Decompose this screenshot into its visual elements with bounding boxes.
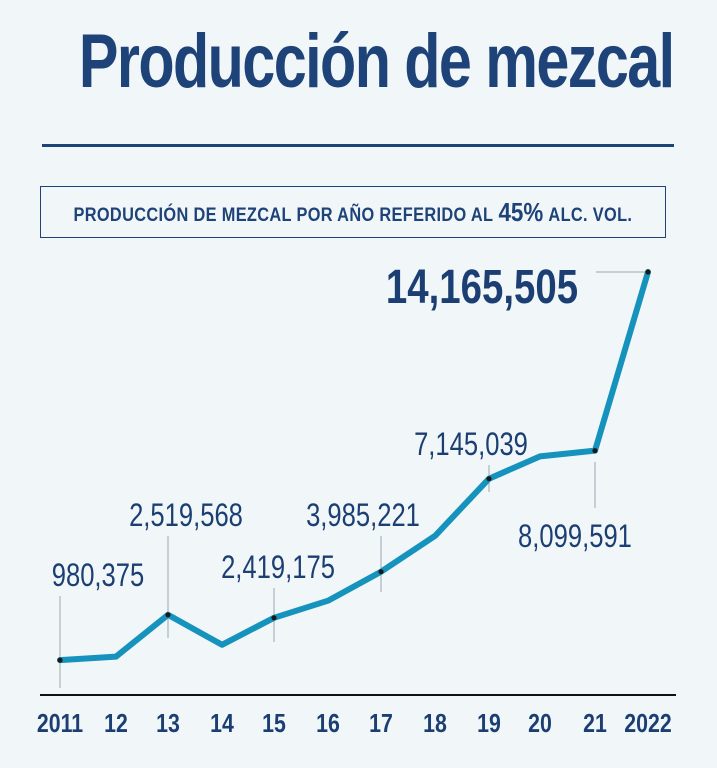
x-tick-label: 18 <box>423 709 447 739</box>
x-tick-label: 14 <box>210 709 234 739</box>
page-title: Producción de mezcal <box>78 19 675 104</box>
data-label-max: 14,165,505 <box>386 261 578 314</box>
x-tick-label: 20 <box>528 709 552 739</box>
x-tick-label: 21 <box>583 709 607 739</box>
subtitle-highlight: 45% <box>498 196 544 227</box>
x-tick-label: 12 <box>104 709 128 739</box>
subtitle-box: PRODUCCIÓN DE MEZCAL POR AÑO REFERIDO AL… <box>40 186 666 238</box>
data-label: 2,519,568 <box>129 498 243 533</box>
x-tick-label: 13 <box>156 709 180 739</box>
data-point-marker <box>592 448 598 454</box>
data-label: 7,145,039 <box>414 427 528 462</box>
data-label: 980,375 <box>52 558 145 593</box>
data-point-marker <box>57 657 63 663</box>
series-line <box>57 269 651 664</box>
x-tick-label: 2022 <box>624 709 671 739</box>
subtitle-prefix: PRODUCCIÓN DE MEZCAL POR AÑO REFERIDO AL <box>73 204 494 226</box>
x-tick-label: 16 <box>316 709 340 739</box>
data-point-marker <box>165 612 171 618</box>
x-tick-label: 15 <box>262 709 286 739</box>
title-divider <box>42 144 674 147</box>
data-point-marker <box>271 615 277 621</box>
data-label: 2,419,175 <box>221 550 335 585</box>
data-label: 8,099,591 <box>518 519 632 554</box>
data-label: 3,985,221 <box>306 498 420 533</box>
data-point-marker <box>645 269 651 275</box>
subtitle-suffix: ALC. VOL. <box>548 204 633 226</box>
data-point-marker <box>378 569 384 575</box>
data-point-marker <box>486 476 492 482</box>
x-tick-label: 2011 <box>37 709 83 739</box>
x-tick-label: 17 <box>369 709 393 739</box>
x-tick-label: 19 <box>477 709 501 739</box>
